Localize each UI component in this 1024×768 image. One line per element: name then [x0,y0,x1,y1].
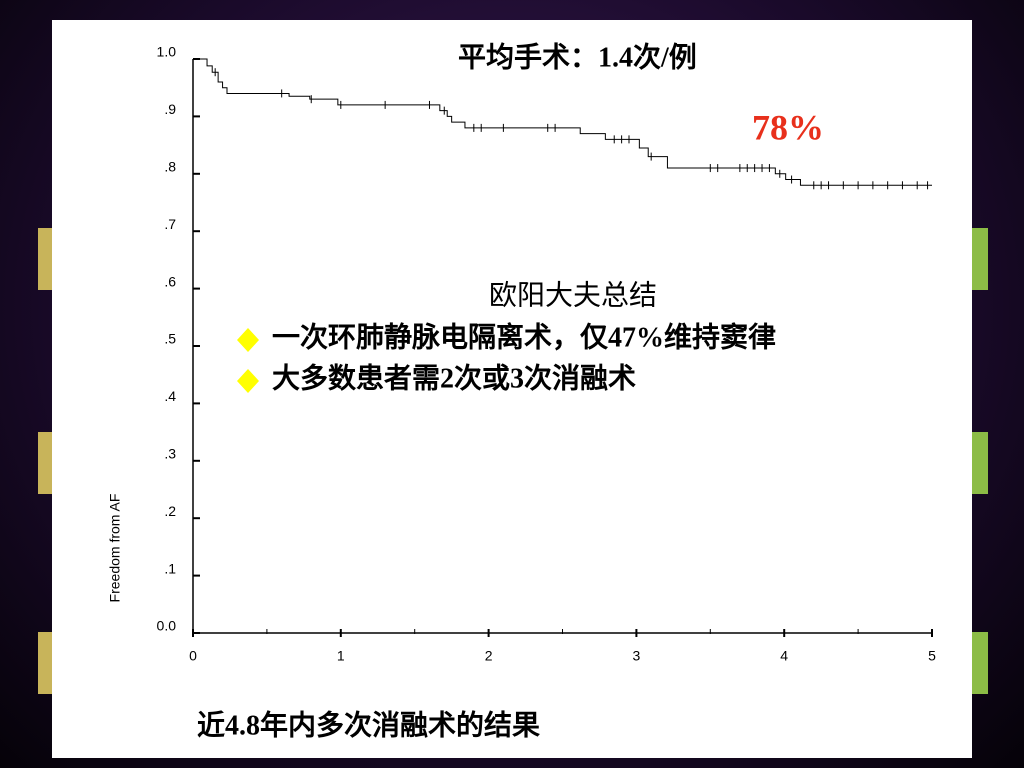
summary-title: 欧阳大夫总结 [489,279,657,311]
x-tick-label: 2 [485,648,493,664]
y-tick-label: .3 [164,446,176,462]
bullet [237,369,259,393]
summary-item: 一次环肺静脉电隔离术，仅47%维持窦律 [272,320,776,353]
x-tick-label: 5 [928,648,936,664]
y-tick-label: .5 [164,331,176,347]
summary-item: 大多数患者需2次或3次消融术 [272,362,636,394]
y-tick-label: .9 [164,101,176,117]
y-tick-label: .4 [164,388,176,404]
y-tick-label: 1.0 [157,44,177,60]
survival-curve [193,58,932,186]
y-tick-label: .2 [164,503,176,519]
bullet [237,328,259,352]
y-tick-label: .8 [164,159,176,175]
x-tick-label: 3 [633,648,641,664]
annotation: 78% [752,107,824,147]
caption: 近4.8年内多次消融术的结果 [197,708,540,741]
y-tick-label: .7 [164,216,176,232]
stripe [968,632,988,694]
y-axis-label: Freedom from AF [107,494,123,603]
y-tick-label: .1 [164,560,176,576]
x-tick-label: 0 [189,648,197,664]
x-tick-label: 4 [780,648,788,664]
panel [52,20,972,758]
y-tick-label: .6 [164,273,176,289]
x-tick-label: 1 [337,648,345,664]
y-tick-label: 0.0 [157,618,177,634]
annotation: 平均手术：1.4次/例 [458,41,697,73]
stripe [968,432,988,494]
stripe [968,228,988,290]
